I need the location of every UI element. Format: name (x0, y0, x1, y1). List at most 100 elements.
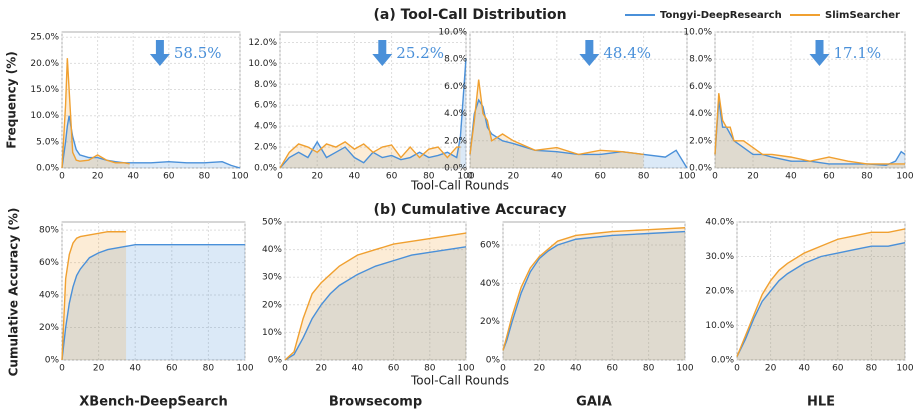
y-tick-label: 0.0% (689, 164, 712, 174)
line (714, 93, 905, 165)
x-tick-label: 60 (606, 364, 618, 374)
x-tick-label: 80 (203, 364, 215, 374)
x-tick-label: 0 (500, 364, 506, 374)
area (737, 228, 905, 360)
x-label-a: Tool-Call Rounds (410, 179, 509, 193)
x-tick-label: 60 (166, 364, 178, 374)
x-tick-label: 100 (236, 364, 253, 374)
x-label-b: Tool-Call Rounds (410, 374, 509, 388)
y-tick-label: 0% (486, 356, 501, 366)
area (470, 79, 644, 168)
x-tick-label: 20 (315, 364, 327, 374)
line (61, 231, 127, 361)
y-tick-label: 30% (262, 273, 282, 283)
area (285, 246, 466, 360)
annotation: 17.1% (834, 44, 882, 62)
y-tick-label: 5.0% (36, 137, 59, 147)
dataset-name: Browsecomp (329, 395, 422, 410)
line (736, 228, 906, 357)
x-tick-label: 0 (59, 172, 65, 182)
arrow (809, 40, 830, 66)
y-tick-label: 10.0% (248, 59, 277, 69)
y-tick-label: 10.0% (438, 28, 467, 38)
area (503, 231, 685, 360)
line (61, 58, 130, 169)
x-tick-label: 20 (508, 172, 520, 182)
y-label-b: Cumulative Accuracy (%) (7, 208, 21, 377)
y-tick-label: 10.0% (683, 28, 712, 38)
x-tick-label: 100 (678, 172, 695, 182)
plot-area (469, 31, 688, 169)
plot-area (502, 221, 686, 361)
y-tick-label: 6.0% (254, 101, 277, 111)
x-tick-label: 100 (457, 364, 474, 374)
y-tick-label: 20.0% (30, 59, 59, 69)
line (284, 232, 467, 361)
y-tick-label: 20% (39, 323, 59, 333)
x-tick-label: 40 (785, 172, 797, 182)
legend-label: SlimSearcher (825, 10, 900, 21)
x-tick-label: 40 (129, 364, 141, 374)
x-tick-label: 100 (231, 172, 248, 182)
y-tick-label: 10.0% (30, 111, 59, 121)
y-tick-label: 4.0% (689, 109, 712, 119)
area (62, 231, 127, 360)
y-tick-label: 40% (39, 291, 59, 301)
x-tick-label: 80 (424, 364, 436, 374)
area (503, 227, 685, 360)
plot-area (714, 31, 906, 169)
x-tick-label: 60 (163, 172, 175, 182)
x-tick-label: 100 (457, 172, 474, 182)
x-tick-label: 40 (570, 364, 582, 374)
y-label-a: Frequency (%) (5, 51, 19, 148)
y-tick-label: 0% (45, 356, 60, 366)
area (62, 244, 245, 360)
x-tick-label: 80 (866, 364, 878, 374)
x-tick-label: 0 (277, 172, 283, 182)
y-tick-label: 2.0% (444, 136, 467, 146)
y-tick-label: 20% (480, 317, 500, 327)
x-tick-label: 80 (643, 364, 655, 374)
title-b: (b) Cumulative Accuracy (374, 202, 567, 218)
area (62, 115, 240, 168)
y-tick-label: 0.0% (36, 164, 59, 174)
x-tick-label: 20 (93, 364, 105, 374)
dataset-name: HLE (807, 395, 835, 410)
x-tick-label: 40 (349, 172, 361, 182)
x-tick-label: 40 (798, 364, 810, 374)
y-tick-label: 10% (262, 328, 282, 338)
x-tick-label: 80 (638, 172, 650, 182)
legend-label: Tongyi-DeepResearch (660, 10, 782, 21)
x-tick-label: 40 (551, 172, 563, 182)
y-tick-label: 40% (262, 245, 282, 255)
y-tick-label: 40.0% (705, 218, 734, 228)
y-tick-label: 10.0% (705, 321, 734, 331)
arrow (372, 40, 393, 66)
annotation: 25.2% (396, 44, 444, 62)
x-tick-label: 0 (59, 364, 65, 374)
x-tick-label: 40 (352, 364, 364, 374)
area (737, 242, 905, 360)
line (279, 141, 461, 169)
x-tick-label: 80 (423, 172, 435, 182)
title-a: (a) Tool-Call Distribution (373, 7, 566, 23)
x-tick-label: 0 (712, 172, 718, 182)
line (502, 230, 686, 351)
y-tick-label: 60% (39, 258, 59, 268)
area (285, 233, 466, 360)
x-tick-label: 20 (765, 364, 777, 374)
x-tick-label: 20 (747, 172, 759, 182)
y-tick-label: 12.0% (248, 38, 277, 48)
x-tick-label: 20 (92, 172, 104, 182)
annotation: 48.4% (603, 44, 651, 62)
line (61, 244, 245, 361)
y-tick-label: 20.0% (705, 287, 734, 297)
x-tick-label: 0 (282, 364, 288, 374)
y-tick-label: 2.0% (689, 136, 712, 146)
y-tick-label: 40% (480, 279, 500, 289)
y-tick-label: 6.0% (444, 82, 467, 92)
y-tick-label: 15.0% (30, 85, 59, 95)
arrow (149, 40, 170, 66)
x-tick-label: 0 (734, 364, 740, 374)
y-tick-label: 0.0% (444, 164, 467, 174)
